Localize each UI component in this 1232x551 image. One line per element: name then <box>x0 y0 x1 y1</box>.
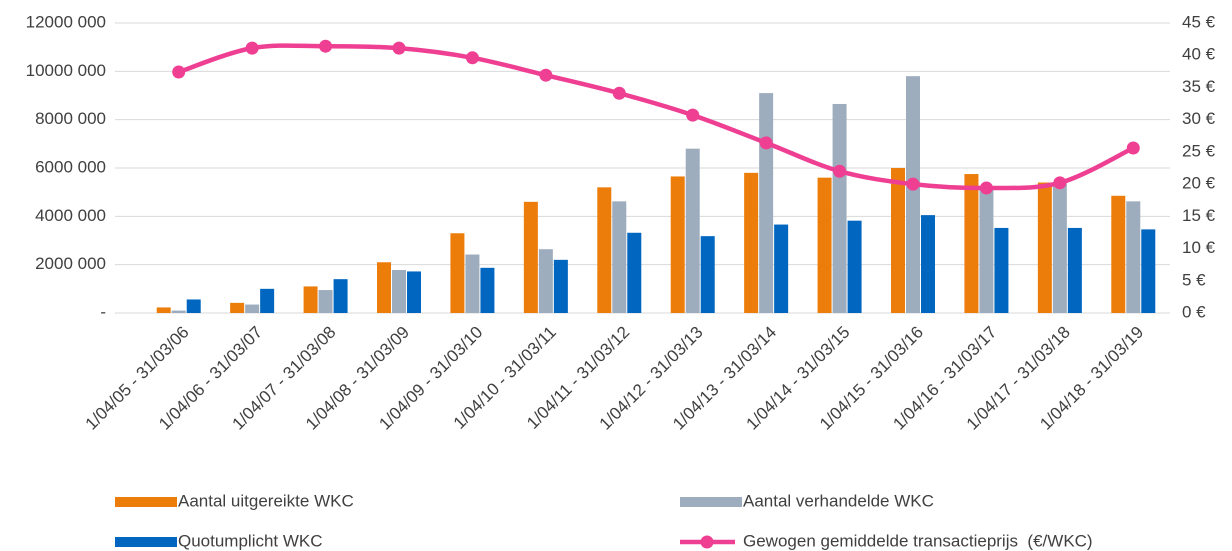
bar <box>685 148 700 313</box>
bar <box>377 262 391 313</box>
bar <box>774 224 789 313</box>
legend-swatch <box>680 497 742 507</box>
y-tick-label: 6000 000 <box>35 157 106 176</box>
y2-tick-label: 35 € <box>1182 77 1216 96</box>
line-marker <box>833 164 847 178</box>
bar <box>333 279 348 313</box>
y2-tick-label: 10 € <box>1182 238 1216 257</box>
y2-tick-label: 25 € <box>1182 141 1216 160</box>
y-tick-label: 8000 000 <box>35 109 106 128</box>
bar <box>303 286 318 313</box>
bar <box>1141 229 1156 313</box>
bar <box>964 174 979 313</box>
line-marker <box>686 108 700 122</box>
line-marker <box>245 41 259 55</box>
bar <box>392 269 406 313</box>
bar <box>156 307 171 313</box>
bar <box>523 201 538 313</box>
bar <box>847 220 862 313</box>
bar <box>260 288 275 313</box>
y2-tick-label: 20 € <box>1182 174 1216 193</box>
bar <box>480 267 495 313</box>
bar <box>318 290 333 313</box>
bar <box>700 236 715 313</box>
bar <box>186 299 201 313</box>
bar <box>230 302 245 313</box>
legend-swatch <box>115 537 177 547</box>
legend-label: Aantal uitgereikte WKC <box>178 491 354 510</box>
line-marker <box>392 41 406 55</box>
bar <box>1126 201 1141 313</box>
bar <box>1037 182 1052 313</box>
y-tick-label: - <box>100 302 106 321</box>
y2-tick-label: 0 € <box>1182 302 1206 321</box>
legend-label: Gewogen gemiddelde transactieprijs (€/WK… <box>743 531 1093 550</box>
y2-tick-label: 45 € <box>1182 12 1216 31</box>
line <box>178 43 1135 191</box>
bar <box>538 249 553 313</box>
bar <box>832 103 847 313</box>
y-tick-label: 2000 000 <box>35 254 106 273</box>
bar <box>891 168 905 313</box>
bar <box>450 233 465 313</box>
y2-tick-label: 30 € <box>1182 109 1216 128</box>
bar <box>759 93 774 313</box>
legend-label: Quotumplicht WKC <box>178 531 323 550</box>
bar <box>1111 195 1126 313</box>
bar <box>979 189 994 313</box>
line-marker <box>1126 141 1140 155</box>
y-tick-label: 12000 000 <box>26 12 106 31</box>
line-marker <box>612 86 626 100</box>
bar <box>744 172 759 313</box>
line-marker <box>979 181 993 195</box>
y2-tick-label: 5 € <box>1182 270 1206 289</box>
line-marker <box>465 51 479 65</box>
bar <box>817 177 832 313</box>
bar <box>612 201 627 313</box>
bar <box>245 304 260 313</box>
y2-tick-label: 40 € <box>1182 45 1216 64</box>
bar <box>597 187 612 313</box>
bar <box>407 271 421 313</box>
bar <box>553 259 568 313</box>
y-tick-label: 10000 000 <box>26 61 106 80</box>
bar <box>171 310 186 313</box>
legend-swatch <box>115 497 177 507</box>
bar <box>994 227 1009 313</box>
bar <box>670 176 685 313</box>
bar <box>906 76 920 314</box>
legend-label: Aantal verhandelde WKC <box>743 491 934 510</box>
bar <box>1052 182 1067 313</box>
line-marker <box>539 68 553 82</box>
bar <box>1067 227 1082 313</box>
bar <box>921 215 935 313</box>
bar <box>465 254 480 313</box>
y2-tick-label: 15 € <box>1182 206 1216 225</box>
y-tick-label: 4000 000 <box>35 206 106 225</box>
line-marker <box>906 177 920 191</box>
line-marker <box>172 65 186 79</box>
legend-marker <box>700 535 714 549</box>
line-marker <box>759 136 773 150</box>
bar <box>627 232 642 313</box>
line-marker <box>319 39 333 53</box>
line-marker <box>1053 176 1067 190</box>
